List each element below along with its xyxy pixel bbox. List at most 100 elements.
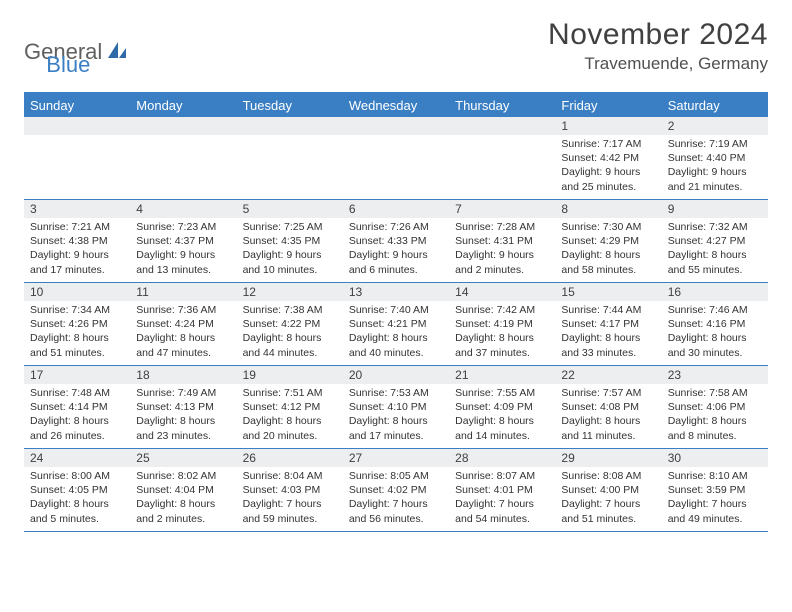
sunrise-line: Sunrise: 7:30 AM (561, 220, 655, 234)
sunset-line: Sunset: 4:17 PM (561, 317, 655, 331)
day-number: 23 (662, 366, 768, 384)
sunrise-line: Sunrise: 7:44 AM (561, 303, 655, 317)
day-cell: 13Sunrise: 7:40 AMSunset: 4:21 PMDayligh… (343, 283, 449, 365)
sunset-line: Sunset: 4:37 PM (136, 234, 230, 248)
week-row: 17Sunrise: 7:48 AMSunset: 4:14 PMDayligh… (24, 366, 768, 449)
sunset-line: Sunset: 4:27 PM (668, 234, 762, 248)
day-details: Sunrise: 8:04 AMSunset: 4:03 PMDaylight:… (237, 467, 343, 530)
daylight-line-2: and 44 minutes. (243, 346, 337, 360)
week-row: 1Sunrise: 7:17 AMSunset: 4:42 PMDaylight… (24, 117, 768, 200)
day-details: Sunrise: 7:36 AMSunset: 4:24 PMDaylight:… (130, 301, 236, 364)
sunrise-line: Sunrise: 7:51 AM (243, 386, 337, 400)
sunrise-line: Sunrise: 7:58 AM (668, 386, 762, 400)
sunrise-line: Sunrise: 7:19 AM (668, 137, 762, 151)
day-cell: 7Sunrise: 7:28 AMSunset: 4:31 PMDaylight… (449, 200, 555, 282)
day-details: Sunrise: 7:57 AMSunset: 4:08 PMDaylight:… (555, 384, 661, 447)
week-row: 3Sunrise: 7:21 AMSunset: 4:38 PMDaylight… (24, 200, 768, 283)
sunset-line: Sunset: 4:35 PM (243, 234, 337, 248)
day-cell: 19Sunrise: 7:51 AMSunset: 4:12 PMDayligh… (237, 366, 343, 448)
day-cell: 20Sunrise: 7:53 AMSunset: 4:10 PMDayligh… (343, 366, 449, 448)
day-number: 22 (555, 366, 661, 384)
daylight-line-1: Daylight: 7 hours (668, 497, 762, 511)
sunrise-line: Sunrise: 7:40 AM (349, 303, 443, 317)
daylight-line-1: Daylight: 8 hours (668, 331, 762, 345)
sunrise-line: Sunrise: 7:25 AM (243, 220, 337, 234)
week-row: 10Sunrise: 7:34 AMSunset: 4:26 PMDayligh… (24, 283, 768, 366)
daylight-line-2: and 6 minutes. (349, 263, 443, 277)
sunset-line: Sunset: 4:16 PM (668, 317, 762, 331)
daylight-line-1: Daylight: 8 hours (561, 331, 655, 345)
day-details: Sunrise: 7:28 AMSunset: 4:31 PMDaylight:… (449, 218, 555, 281)
daylight-line-2: and 2 minutes. (136, 512, 230, 526)
calendar: Sunday Monday Tuesday Wednesday Thursday… (24, 92, 768, 532)
daylight-line-2: and 14 minutes. (455, 429, 549, 443)
sunrise-line: Sunrise: 7:32 AM (668, 220, 762, 234)
day-number: 21 (449, 366, 555, 384)
sunset-line: Sunset: 4:09 PM (455, 400, 549, 414)
day-cell: 28Sunrise: 8:07 AMSunset: 4:01 PMDayligh… (449, 449, 555, 531)
day-details: Sunrise: 7:49 AMSunset: 4:13 PMDaylight:… (130, 384, 236, 447)
daylight-line-1: Daylight: 9 hours (561, 165, 655, 179)
sunset-line: Sunset: 4:29 PM (561, 234, 655, 248)
daylight-line-1: Daylight: 7 hours (349, 497, 443, 511)
day-cell: 1Sunrise: 7:17 AMSunset: 4:42 PMDaylight… (555, 117, 661, 199)
day-number (130, 117, 236, 135)
sunset-line: Sunset: 4:04 PM (136, 483, 230, 497)
day-details: Sunrise: 7:51 AMSunset: 4:12 PMDaylight:… (237, 384, 343, 447)
month-title: November 2024 (548, 18, 768, 52)
day-number: 2 (662, 117, 768, 135)
day-number: 13 (343, 283, 449, 301)
daylight-line-1: Daylight: 8 hours (668, 248, 762, 262)
day-details: Sunrise: 7:32 AMSunset: 4:27 PMDaylight:… (662, 218, 768, 281)
day-details: Sunrise: 7:44 AMSunset: 4:17 PMDaylight:… (555, 301, 661, 364)
sunrise-line: Sunrise: 8:08 AM (561, 469, 655, 483)
sunrise-line: Sunrise: 7:48 AM (30, 386, 124, 400)
daylight-line-2: and 17 minutes. (349, 429, 443, 443)
sunrise-line: Sunrise: 8:00 AM (30, 469, 124, 483)
day-number: 15 (555, 283, 661, 301)
day-cell (343, 117, 449, 199)
daylight-line-1: Daylight: 8 hours (136, 414, 230, 428)
day-cell: 4 Sunrise: 7:23 AMSunset: 4:37 PMDaylight… (130, 200, 236, 282)
daylight-line-2: and 2 minutes. (455, 263, 549, 277)
sunset-line: Sunset: 4:02 PM (349, 483, 443, 497)
daylight-line-2: and 49 minutes. (668, 512, 762, 526)
daylight-line-2: and 8 minutes. (668, 429, 762, 443)
sunset-line: Sunset: 4:40 PM (668, 151, 762, 165)
sunrise-line: Sunrise: 7:26 AM (349, 220, 443, 234)
sunrise-line: Sunrise: 7:53 AM (349, 386, 443, 400)
sunset-line: Sunset: 4:13 PM (136, 400, 230, 414)
sunset-line: Sunset: 3:59 PM (668, 483, 762, 497)
day-number: 12 (237, 283, 343, 301)
day-cell: 5Sunrise: 7:25 AMSunset: 4:35 PMDaylight… (237, 200, 343, 282)
day-cell: 25Sunrise: 8:02 AMSunset: 4:04 PMDayligh… (130, 449, 236, 531)
daylight-line-1: Daylight: 8 hours (30, 497, 124, 511)
day-number: 3 (24, 200, 130, 218)
daylight-line-2: and 23 minutes. (136, 429, 230, 443)
sunrise-line: Sunrise: 8:10 AM (668, 469, 762, 483)
daylight-line-2: and 21 minutes. (668, 180, 762, 194)
day-number (24, 117, 130, 135)
sunset-line: Sunset: 4:21 PM (349, 317, 443, 331)
day-cell (237, 117, 343, 199)
sunrise-line: Sunrise: 7:23 AM (136, 220, 230, 234)
day-number: 4 (130, 200, 236, 218)
daylight-line-1: Daylight: 9 hours (668, 165, 762, 179)
day-number: 7 (449, 200, 555, 218)
daylight-line-2: and 26 minutes. (30, 429, 124, 443)
day-details: Sunrise: 7:40 AMSunset: 4:21 PMDaylight:… (343, 301, 449, 364)
day-cell: 17Sunrise: 7:48 AMSunset: 4:14 PMDayligh… (24, 366, 130, 448)
daylight-line-1: Daylight: 9 hours (136, 248, 230, 262)
day-number: 1 (555, 117, 661, 135)
sunset-line: Sunset: 4:01 PM (455, 483, 549, 497)
day-number: 19 (237, 366, 343, 384)
sunset-line: Sunset: 4:14 PM (30, 400, 124, 414)
day-cell (130, 117, 236, 199)
day-cell: 15Sunrise: 7:44 AMSunset: 4:17 PMDayligh… (555, 283, 661, 365)
sunrise-line: Sunrise: 8:04 AM (243, 469, 337, 483)
sunset-line: Sunset: 4:08 PM (561, 400, 655, 414)
sunset-line: Sunset: 4:12 PM (243, 400, 337, 414)
sunrise-line: Sunrise: 7:36 AM (136, 303, 230, 317)
sunset-line: Sunset: 4:06 PM (668, 400, 762, 414)
header: General Blue November 2024 Travemuende, … (24, 18, 768, 78)
